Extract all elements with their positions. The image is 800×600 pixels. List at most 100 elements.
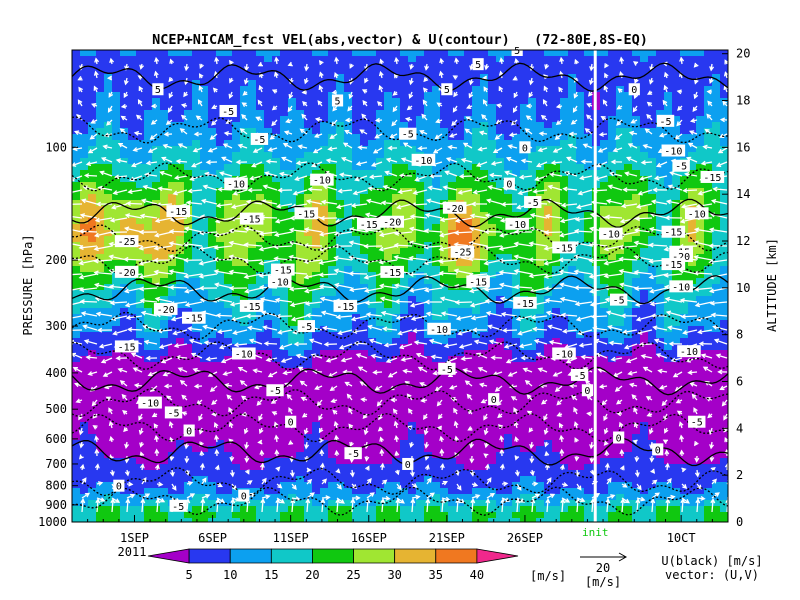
speed-cell: [584, 224, 593, 231]
speed-cell: [512, 314, 521, 321]
speed-cell: [368, 122, 377, 129]
speed-cell: [448, 314, 457, 321]
speed-cell: [488, 110, 497, 117]
speed-cell: [272, 110, 281, 117]
speed-cell: [528, 392, 537, 399]
speed-cell: [208, 86, 217, 93]
speed-cell: [216, 272, 225, 279]
speed-cell: [72, 350, 81, 357]
speed-cell: [512, 248, 521, 255]
speed-cell: [544, 152, 553, 159]
speed-cell: [488, 308, 497, 315]
speed-cell: [648, 170, 657, 177]
speed-cell: [208, 218, 217, 225]
speed-cell: [200, 146, 209, 153]
speed-cell: [416, 50, 425, 57]
speed-cell: [88, 92, 97, 99]
speed-cell: [192, 248, 201, 255]
speed-cell: [496, 404, 505, 411]
speed-cell: [344, 404, 353, 411]
speed-cell: [232, 332, 241, 339]
speed-cell: [464, 224, 473, 231]
speed-cell: [424, 98, 433, 105]
speed-cell: [600, 110, 609, 117]
speed-cell: [480, 176, 489, 183]
speed-cell: [504, 410, 513, 417]
speed-cell: [280, 68, 289, 75]
speed-cell: [360, 236, 369, 243]
speed-cell: [280, 122, 289, 129]
speed-cell: [160, 146, 169, 153]
speed-cell: [392, 236, 401, 243]
speed-cell: [704, 140, 713, 147]
speed-cell: [312, 230, 321, 237]
speed-cell: [552, 224, 561, 231]
speed-cell: [96, 98, 105, 105]
speed-cell: [80, 362, 89, 369]
speed-cell: [648, 56, 657, 63]
speed-cell: [536, 98, 545, 105]
speed-cell: [392, 164, 401, 171]
speed-cell: [712, 140, 721, 147]
speed-cell: [208, 128, 217, 135]
speed-cell: [176, 194, 185, 201]
speed-cell: [424, 242, 433, 249]
speed-cell: [136, 248, 145, 255]
speed-cell: [368, 230, 377, 237]
speed-cell: [680, 62, 689, 69]
speed-cell: [656, 92, 665, 99]
speed-cell: [456, 410, 465, 417]
speed-cell: [288, 344, 297, 351]
speed-cell: [528, 68, 537, 75]
speed-cell: [464, 410, 473, 417]
speed-cell: [464, 332, 473, 339]
speed-cell: [576, 380, 585, 387]
speed-cell: [224, 236, 233, 243]
speed-cell: [328, 314, 337, 321]
speed-cell: [176, 128, 185, 135]
speed-cell: [184, 260, 193, 267]
speed-cell: [688, 194, 697, 201]
speed-cell: [128, 128, 137, 135]
speed-cell: [560, 380, 569, 387]
speed-cell: [656, 278, 665, 285]
speed-cell: [392, 302, 401, 309]
speed-cell: [416, 260, 425, 267]
speed-cell: [256, 236, 265, 243]
speed-cell: [600, 290, 609, 297]
speed-cell: [464, 152, 473, 159]
speed-cell: [232, 302, 241, 309]
speed-cell: [536, 140, 545, 147]
speed-cell: [688, 260, 697, 267]
speed-cell: [560, 128, 569, 135]
speed-cell: [384, 116, 393, 123]
speed-cell: [144, 74, 153, 81]
speed-cell: [424, 374, 433, 381]
speed-cell: [632, 194, 641, 201]
speed-cell: [296, 176, 305, 183]
speed-cell: [264, 62, 273, 69]
speed-cell: [456, 194, 465, 201]
speed-cell: [72, 296, 81, 303]
speed-cell: [608, 350, 617, 357]
speed-cell: [80, 314, 89, 321]
speed-cell: [440, 302, 449, 309]
speed-cell: [496, 344, 505, 351]
speed-cell: [416, 194, 425, 201]
speed-cell: [576, 122, 585, 129]
speed-cell: [616, 164, 625, 171]
speed-cell: [288, 236, 297, 243]
speed-cell: [680, 98, 689, 105]
speed-cell: [248, 206, 257, 213]
speed-cell: [208, 230, 217, 237]
speed-cell: [120, 278, 129, 285]
speed-cell: [568, 74, 577, 81]
speed-cell: [600, 296, 609, 303]
speed-cell: [600, 62, 609, 69]
speed-cell: [544, 50, 553, 57]
speed-cell: [488, 230, 497, 237]
speed-cell: [720, 362, 728, 369]
speed-cell: [168, 344, 177, 351]
speed-cell: [112, 122, 121, 129]
speed-cell: [80, 266, 89, 273]
